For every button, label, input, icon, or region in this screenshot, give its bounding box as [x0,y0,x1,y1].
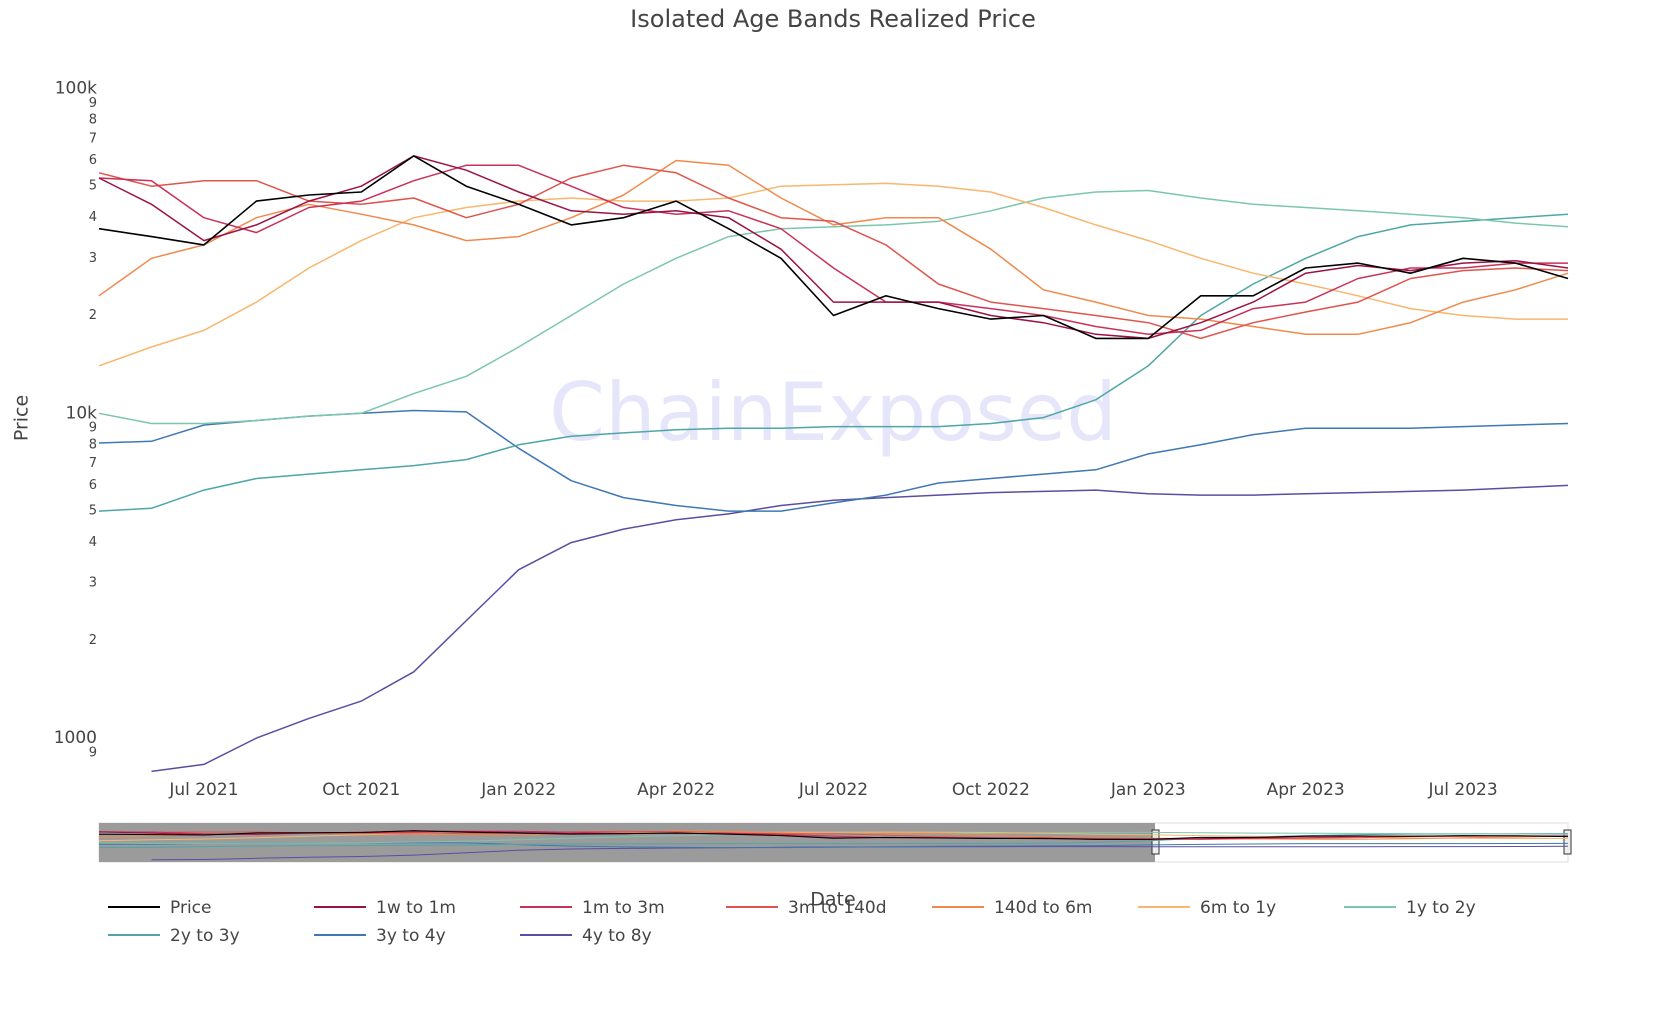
series-line [98,164,1569,340]
series-line [98,182,1568,367]
y-tick-label: 9 [89,745,97,760]
y-tick-label: 6 [89,478,97,493]
x-tick-label: Jan 2023 [1110,780,1186,800]
y-tick-label: 9 [89,96,97,111]
y-tick-label: 10k [66,403,98,423]
x-tick-label: Jul 2022 [798,780,868,800]
x-tick-label: Oct 2022 [952,780,1030,800]
legend-label: 3m to 140d [788,898,887,918]
series-line [98,213,1569,512]
y-tick-label: 9 [89,421,97,436]
series-line [98,189,1569,425]
y-tick-label: 1000 [54,728,97,748]
y-tick-label: 8 [89,112,97,127]
y-tick-label: 4 [89,210,97,225]
range-handle[interactable] [1563,829,1572,855]
legend-label: 6m to 1y [1200,898,1276,918]
range-slider-mask [99,823,1155,862]
y-tick-label: 7 [89,456,97,471]
y-tick-label: 2 [89,308,97,323]
y-tick-label: 6 [89,153,97,168]
legend-label: Price [170,898,211,918]
y-axis-label: Price [11,395,33,441]
series-line [98,159,1569,336]
x-tick-label: Apr 2023 [1267,780,1345,800]
y-tick-label: 3 [89,576,97,591]
y-tick-label: 2 [89,633,97,648]
legend-label: 1w to 1m [376,898,456,918]
x-tick-label: Jan 2022 [480,780,556,800]
watermark: ChainExposed [549,366,1117,459]
range-handle[interactable] [1151,829,1160,855]
chart-title: Isolated Age Bands Realized Price [630,5,1036,33]
y-tick-label: 5 [89,504,97,519]
x-axis-label: Date [810,889,855,911]
legend-label: 2y to 3y [170,926,240,946]
series-line [98,155,1569,340]
legend-label: 140d to 6m [994,898,1093,918]
x-tick-label: Jul 2023 [1427,780,1497,800]
legend-label: 1y to 2y [1406,898,1476,918]
x-tick-label: Jul 2021 [168,780,238,800]
slider-line [98,830,1569,840]
x-tick-label: Apr 2022 [637,780,715,800]
y-tick-label: 100k [55,78,97,98]
legend-label: 3y to 4y [376,926,446,946]
y-tick-label: 4 [89,535,97,550]
slider-line [98,833,1569,849]
series-line [98,155,1569,340]
series-line [151,484,1569,773]
y-tick-label: 7 [89,131,97,146]
legend-label: 1m to 3m [582,898,665,918]
x-tick-label: Oct 2021 [322,780,400,800]
y-tick-label: 8 [89,437,97,452]
series-line [98,164,1568,336]
y-tick-label: 3 [89,251,97,266]
y-tick-label: 5 [89,179,97,194]
legend-label: 4y to 8y [582,926,652,946]
